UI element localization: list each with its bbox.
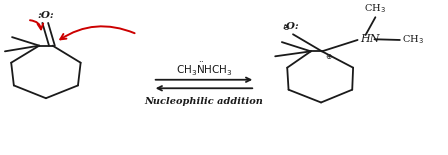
Text: CH$_3$: CH$_3$ [402, 34, 424, 46]
Text: $\oplus$: $\oplus$ [325, 52, 332, 61]
Text: $\ominus$: $\ominus$ [282, 23, 290, 32]
Text: Nucleophilic addition: Nucleophilic addition [145, 97, 263, 106]
Text: CH$_3\mathregular{\ddot{N}}$HCH$_3$: CH$_3\mathregular{\ddot{N}}$HCH$_3$ [176, 61, 233, 78]
Text: HN: HN [360, 33, 379, 44]
Text: CH$_3$: CH$_3$ [365, 2, 386, 15]
Text: :O:: :O: [282, 22, 299, 31]
Text: :O:: :O: [38, 11, 54, 20]
